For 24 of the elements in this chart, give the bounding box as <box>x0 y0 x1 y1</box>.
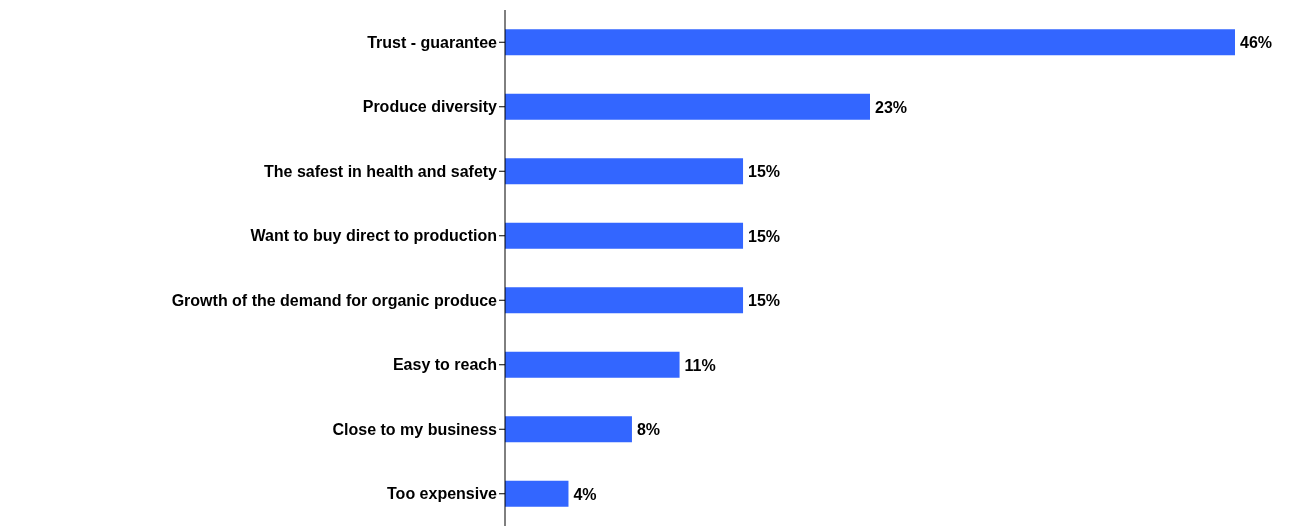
bar <box>505 287 744 314</box>
y-tick-label: Close to my business <box>332 420 498 438</box>
y-tick-label: Want to buy direct to production <box>250 227 497 245</box>
y-tick-label: The safest in health and safety <box>264 162 498 180</box>
bar <box>505 351 680 378</box>
bar <box>505 416 632 443</box>
data-label: 4% <box>573 485 597 503</box>
bar <box>505 480 569 507</box>
y-tick-label: Produce diversity <box>362 98 498 116</box>
data-label: 15% <box>748 292 781 310</box>
data-label: 46% <box>1240 34 1273 52</box>
y-tick-label: Growth of the demand for organic produce <box>171 291 498 309</box>
y-tick-label: Trust - guarantee <box>367 33 498 51</box>
y-tick-label: Too expensive <box>387 485 498 503</box>
bar <box>505 222 744 249</box>
data-label: 23% <box>875 98 908 116</box>
bar <box>505 93 870 120</box>
y-tick-label: Easy to reach <box>392 356 497 374</box>
data-label: 15% <box>748 163 781 181</box>
data-label: 15% <box>748 227 781 245</box>
bar <box>505 158 744 185</box>
bar <box>505 29 1235 56</box>
data-label: 11% <box>684 356 716 374</box>
data-label: 8% <box>636 421 661 439</box>
